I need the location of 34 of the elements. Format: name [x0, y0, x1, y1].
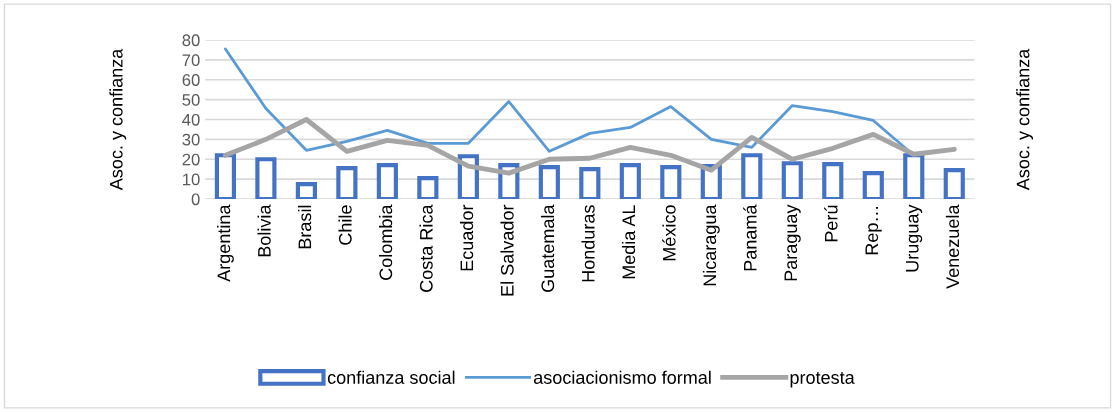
x-tick-label: Guatemala [540, 204, 555, 292]
x-tick-label: Brasil [297, 205, 312, 249]
y-tick-label: 0 [191, 193, 200, 206]
y-tick-label: 10 [183, 173, 200, 186]
x-tick-label: Uruguay [906, 204, 923, 272]
x-tick-label: Nicaragua [702, 204, 720, 286]
legend-label: asociacionismo formal [533, 370, 711, 384]
y-tick-label: 70 [182, 54, 200, 67]
x-tick-label: Panamá [743, 204, 757, 271]
legend-label: protesta [790, 372, 855, 388]
x-tick-label: Media AL [621, 205, 636, 279]
x-tick-label: Costa Rica [419, 204, 433, 292]
x-tick-label: Rep… [865, 207, 882, 255]
y-tick-label: 60 [182, 74, 200, 86]
x-tick-label: Perú [824, 205, 838, 242]
y-tick-label: 50 [182, 94, 200, 106]
x-tick-label: Ecuador [459, 204, 474, 271]
x-tick-label: Venezuela [945, 204, 960, 289]
line-series [222, 117, 957, 176]
y2-axis-title: Asoc. y confianza [1016, 48, 1034, 191]
x-tick-label: Honduras [581, 205, 595, 282]
x-tick-label: El Salvador [500, 204, 514, 296]
x-tick-label: Bolivia [257, 204, 271, 257]
y-tick-label: 20 [182, 153, 200, 166]
x-tick-label: Paraguay [784, 204, 801, 281]
x-tick-label: Chile [338, 205, 352, 245]
y-tick-label: 80 [182, 34, 200, 47]
legend-label: confianza social [327, 370, 455, 384]
y-axis-title: Asoc. y confianza [109, 48, 127, 191]
x-tick-label: Argentina [216, 204, 234, 282]
y-tick-label: 30 [182, 133, 200, 146]
y-tick-label: 40 [182, 113, 200, 126]
x-tick-label: Colombia [378, 204, 393, 280]
x-tick-label: México [662, 205, 676, 261]
